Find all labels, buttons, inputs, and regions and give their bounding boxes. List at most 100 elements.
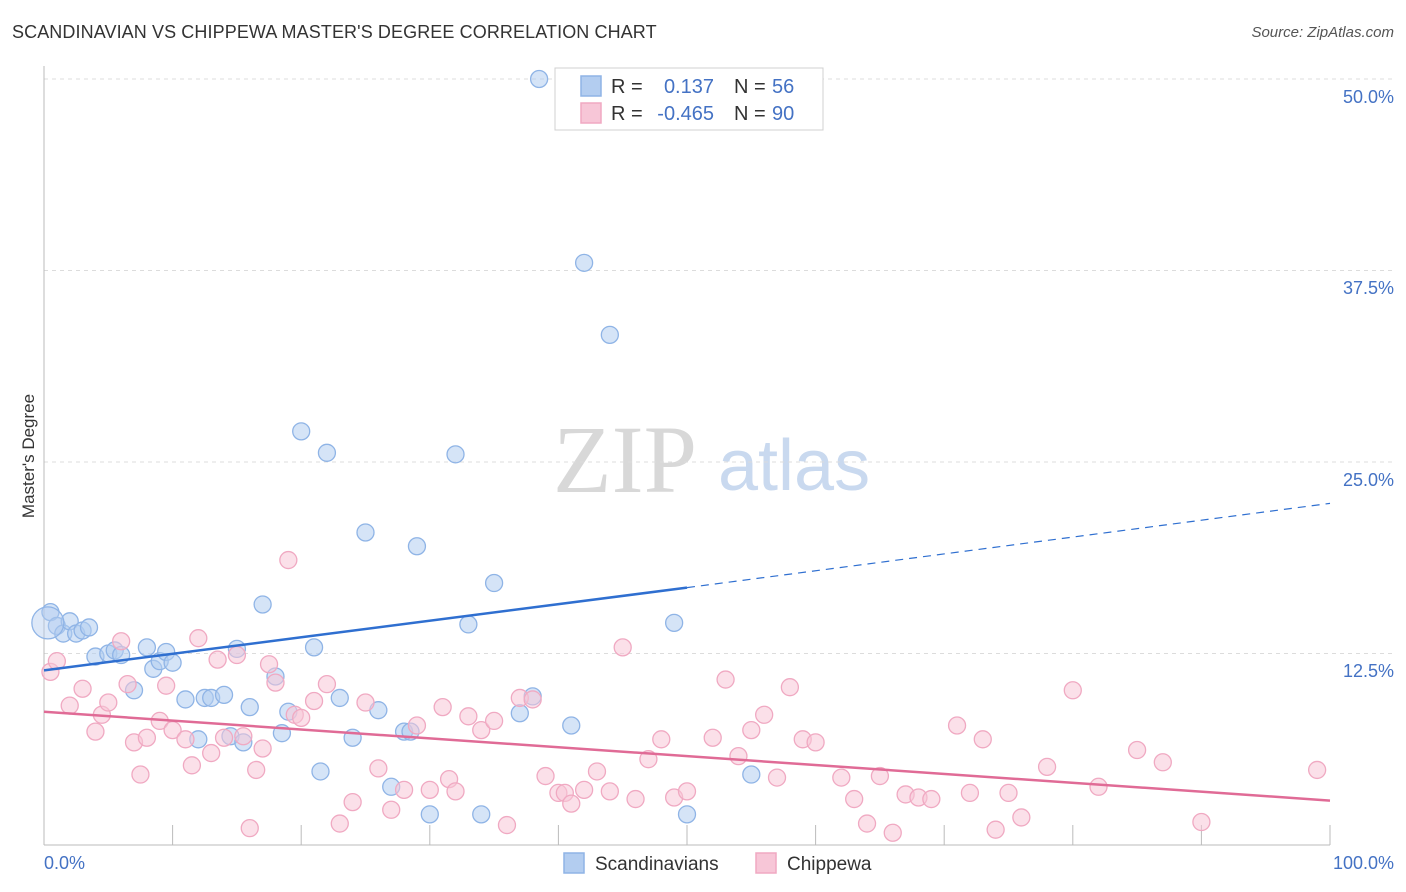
point-chippewa-41 — [433, 697, 452, 717]
point-chippewa-20 — [214, 728, 234, 747]
point-chippewa-84 — [999, 783, 1018, 803]
y-tick-label-50: 50.0% — [1343, 87, 1394, 107]
legend-n-label-2: N = — [734, 103, 766, 125]
point-chippewa-71 — [806, 733, 825, 752]
point-scandinavians-31 — [304, 638, 324, 657]
point-chippewa-23 — [240, 818, 259, 838]
point-chippewa-6 — [99, 693, 118, 712]
point-chippewa-39 — [407, 716, 427, 735]
point-scandinavians-41 — [407, 537, 427, 556]
point-chippewa-26 — [259, 655, 279, 674]
point-scandinavians-26 — [253, 595, 272, 614]
point-chippewa-43 — [446, 782, 465, 801]
point-chippewa-32 — [317, 674, 337, 694]
point-scandinavians-53 — [664, 613, 684, 633]
point-chippewa-69 — [780, 678, 800, 697]
point-scandinavians-47 — [510, 704, 529, 723]
point-scandinavians-54 — [677, 805, 697, 824]
point-chippewa-10 — [131, 765, 150, 784]
point-scandinavians-12 — [137, 638, 157, 657]
x-tick-label-max: 100.0% — [1333, 853, 1394, 873]
point-scandinavians-17 — [176, 690, 195, 709]
point-scandinavians-44 — [459, 615, 478, 634]
point-chippewa-86 — [1037, 757, 1057, 777]
point-chippewa-57 — [613, 638, 632, 657]
legend-n-value-1: 56 — [772, 76, 794, 98]
series-legend-swatch-chippewa — [755, 852, 777, 874]
correlation-legend: R = 0.137 N = 56 R = -0.465 N = 90 — [554, 67, 824, 131]
point-chippewa-37 — [382, 800, 401, 819]
point-scandinavians-6 — [79, 618, 99, 637]
point-chippewa-15 — [176, 730, 195, 749]
point-chippewa-65 — [729, 746, 748, 766]
point-scandinavians-55 — [742, 765, 761, 784]
point-scandinavians-49 — [529, 69, 549, 89]
point-chippewa-58 — [626, 789, 645, 809]
point-chippewa-21 — [227, 645, 247, 665]
point-chippewa-62 — [677, 782, 697, 801]
point-chippewa-22 — [234, 727, 253, 746]
point-chippewa-13 — [157, 676, 176, 695]
legend-swatch-scandinavians — [580, 75, 602, 97]
series-legend-label-chippewa: Chippewa — [787, 854, 872, 875]
point-chippewa-54 — [574, 780, 594, 799]
point-scandinavians-46 — [484, 573, 504, 593]
point-chippewa-18 — [202, 743, 221, 763]
point-chippewa-35 — [356, 693, 375, 712]
trend-line-chippewa — [43, 710, 1331, 802]
x-tick-label-min: 0.0% — [44, 853, 85, 873]
series-legend-label-scandinavians: Scandinavians — [595, 854, 719, 875]
point-chippewa-63 — [703, 728, 722, 747]
legend-n-label-1: N = — [734, 76, 766, 98]
point-chippewa-73 — [845, 789, 864, 809]
point-chippewa-36 — [369, 759, 388, 778]
point-chippewa-56 — [600, 782, 619, 801]
point-chippewa-68 — [767, 768, 787, 787]
point-scandinavians-42 — [420, 805, 439, 824]
point-chippewa-81 — [960, 783, 980, 803]
point-chippewa-24 — [247, 760, 266, 780]
legend-r-label-2: R = — [611, 103, 643, 125]
point-chippewa-44 — [459, 707, 478, 726]
point-scandinavians-21 — [214, 685, 234, 705]
point-chippewa-4 — [86, 722, 105, 741]
point-chippewa-85 — [1012, 808, 1031, 827]
legend-r-value-1: 0.137 — [664, 76, 714, 98]
point-chippewa-92 — [1307, 760, 1327, 780]
point-scandinavians-16 — [163, 653, 182, 672]
watermark-zip: ZIP — [553, 406, 697, 513]
chart-source: Source: ZipAtlas.com — [1251, 24, 1394, 41]
point-chippewa-8 — [118, 674, 137, 694]
point-chippewa-82 — [973, 730, 992, 749]
point-chippewa-11 — [137, 728, 157, 747]
point-chippewa-33 — [330, 814, 349, 833]
point-chippewa-30 — [292, 708, 311, 727]
trend-lines — [43, 502, 1331, 802]
series-legend-swatch-scandinavians — [563, 852, 585, 874]
point-chippewa-7 — [112, 632, 131, 651]
point-chippewa-91 — [1192, 812, 1211, 832]
point-scandinavians-52 — [600, 325, 619, 344]
point-chippewa-89 — [1127, 740, 1147, 760]
point-chippewa-60 — [652, 730, 671, 749]
y-tick-label-25: 25.0% — [1343, 470, 1394, 490]
point-chippewa-64 — [716, 670, 735, 689]
legend-swatch-chippewa — [580, 102, 602, 124]
point-scandinavians-25 — [240, 697, 259, 717]
point-scandinavians-50 — [562, 716, 581, 735]
point-chippewa-79 — [922, 789, 941, 809]
series-legend: Scandinavians Chippewa — [563, 852, 872, 875]
point-chippewa-45 — [472, 720, 491, 740]
watermark-atlas: atlas — [718, 426, 870, 506]
legend-r-label-1: R = — [611, 76, 643, 98]
point-chippewa-46 — [484, 711, 504, 731]
point-chippewa-88 — [1089, 777, 1108, 796]
point-chippewa-74 — [857, 814, 877, 833]
point-chippewa-53 — [562, 794, 581, 813]
point-chippewa-19 — [208, 650, 227, 669]
point-scandinavians-34 — [330, 688, 349, 708]
data-points — [31, 69, 1327, 842]
point-chippewa-3 — [73, 679, 92, 698]
y-tick-label-12-5: 12.5% — [1343, 661, 1394, 681]
point-chippewa-72 — [832, 768, 851, 787]
